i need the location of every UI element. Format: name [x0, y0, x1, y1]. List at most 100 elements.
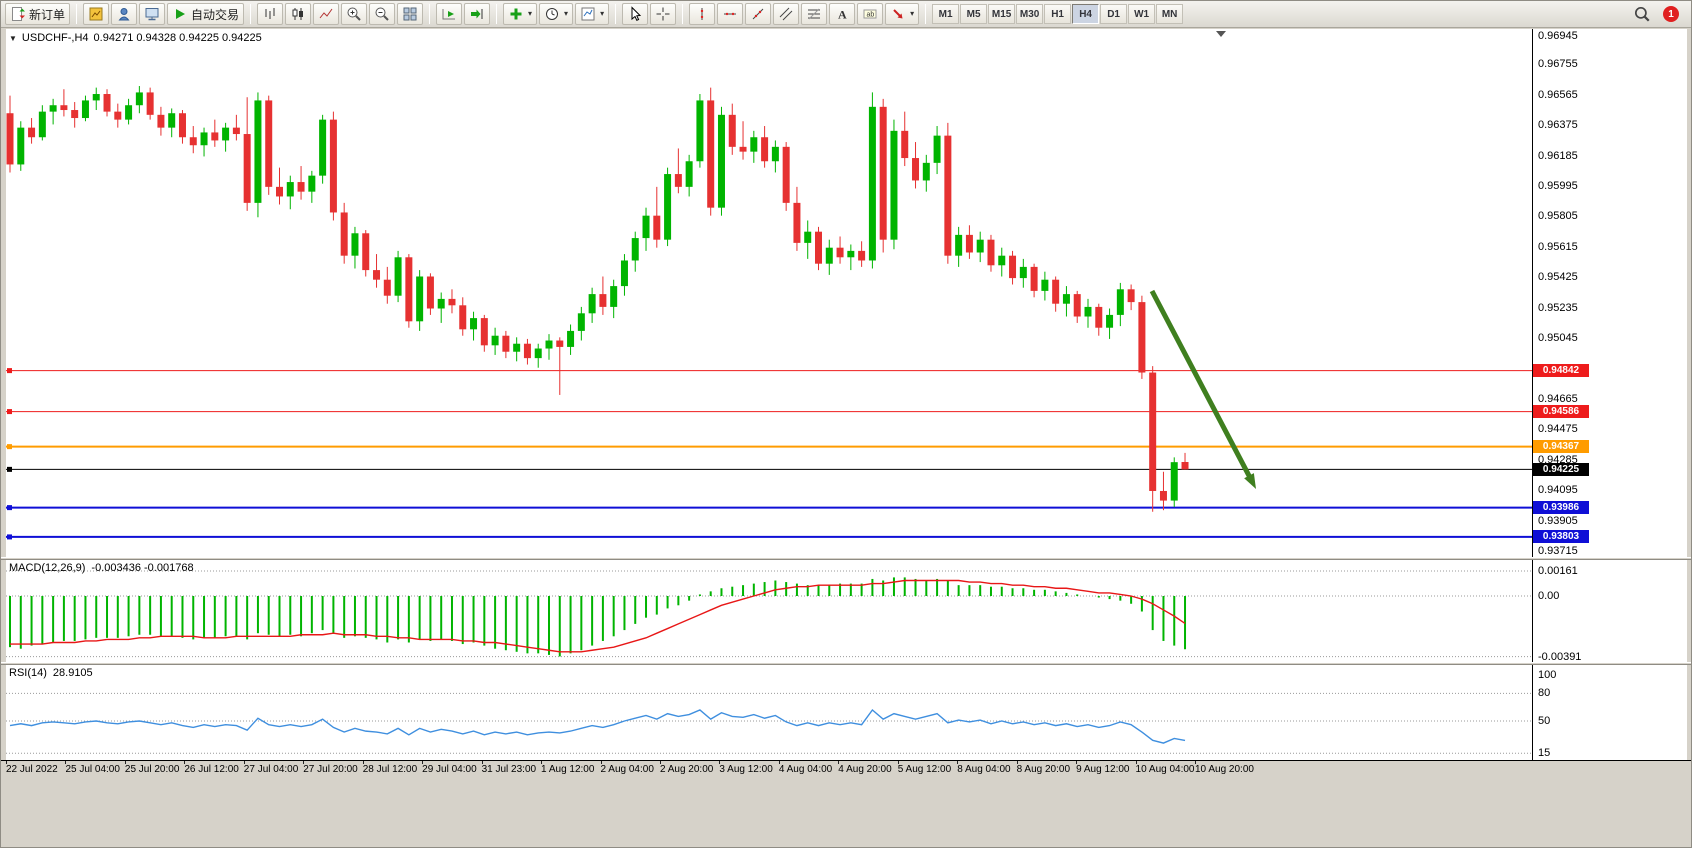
macd-panel[interactable] — [6, 560, 1532, 662]
terminal-button[interactable] — [139, 3, 166, 25]
time-axis-tick — [184, 761, 186, 764]
time-axis-tick — [957, 761, 959, 764]
candlestick-mode-button[interactable] — [285, 3, 312, 25]
timeframe-m5[interactable]: M5 — [960, 4, 988, 24]
hline-tool-button[interactable] — [717, 3, 744, 25]
line-chart-mode-button[interactable] — [313, 3, 340, 25]
chart-shift-marker[interactable] — [1216, 31, 1226, 37]
rsi-value: 28.9105 — [52, 667, 93, 679]
time-axis-tick — [65, 761, 67, 764]
text-tool-button[interactable]: A — [829, 3, 856, 25]
time-axis-tick — [303, 761, 305, 764]
timeframe-h1[interactable]: H1 — [1044, 4, 1072, 24]
time-axis-tick — [1016, 761, 1018, 764]
timeframe-m30[interactable]: M30 — [1016, 4, 1044, 24]
toolbar-separator — [925, 4, 927, 24]
timeframe-group: M1 M5 M15 M30 H1 H4 D1 W1 MN — [932, 4, 1184, 24]
text-label-icon: ab — [863, 9, 877, 19]
timeframe-m1[interactable]: M1 — [932, 4, 960, 24]
price-tag: 0.94367 — [1533, 440, 1589, 454]
macd-header: MACD(12,26,9) -0.003436 -0.001768 — [9, 562, 194, 574]
time-axis-tick — [362, 761, 364, 764]
navigator-button[interactable] — [111, 3, 138, 25]
line-handle[interactable] — [7, 466, 12, 472]
time-axis-tick — [124, 761, 126, 764]
macd-axis-label: -0.00391 — [1538, 650, 1582, 663]
auto-scroll-button[interactable] — [436, 3, 463, 25]
time-axis-label: 2 Aug 04:00 — [600, 764, 654, 775]
price-axis-label: 0.96565 — [1538, 88, 1578, 101]
line-handle[interactable] — [7, 409, 12, 415]
time-axis-tick — [243, 761, 245, 764]
time-axis-label: 8 Aug 20:00 — [1016, 764, 1071, 775]
rsi-panel[interactable] — [6, 665, 1532, 760]
cursor-tool-button[interactable] — [622, 3, 649, 25]
main-chart[interactable] — [6, 29, 1532, 557]
zoom-out-icon — [375, 7, 389, 21]
time-axis-label: 26 Jul 12:00 — [184, 764, 239, 775]
crosshair-tool-button[interactable] — [650, 3, 677, 25]
price-axis-label: 0.96185 — [1538, 149, 1578, 162]
toolbar: 新订单 自动交易 ▾ ▾ ▾ A ab ▾ — [1, 1, 1691, 28]
price-axis-label: 0.95425 — [1538, 271, 1578, 284]
time-axis-tick — [481, 761, 483, 764]
panel-splitter[interactable] — [1, 662, 1691, 665]
text-icon: A — [838, 8, 847, 22]
price-axis[interactable] — [1533, 29, 1687, 760]
chart-menu-icon[interactable]: ▼ — [9, 33, 17, 43]
time-axis-label: 27 Jul 20:00 — [303, 764, 358, 775]
candles — [6, 86, 1189, 512]
price-axis-label: 0.94095 — [1538, 484, 1578, 497]
price-tag: 0.93803 — [1533, 530, 1589, 544]
macd-name: MACD(12,26,9) — [9, 562, 86, 574]
timeframe-d1[interactable]: D1 — [1100, 4, 1128, 24]
zoom-out-button[interactable] — [369, 3, 396, 25]
chart-shift-icon — [471, 9, 483, 19]
time-axis-label: 2 Aug 20:00 — [659, 764, 714, 775]
bar-chart-mode-button[interactable] — [257, 3, 284, 25]
time-axis-label: 22 Jul 2022 — [6, 764, 58, 775]
macd-axis-label: 0.00 — [1538, 590, 1560, 602]
autotrading-button[interactable]: 自动交易 — [167, 3, 245, 25]
chart-shift-button[interactable] — [464, 3, 491, 25]
line-handle[interactable] — [7, 534, 12, 540]
trend-arrow[interactable] — [1149, 289, 1255, 483]
arrows-tool-button[interactable]: ▾ — [885, 3, 920, 25]
zoom-in-icon — [347, 7, 361, 21]
time-axis-label: 28 Jul 12:00 — [362, 764, 418, 775]
time-axis-label: 29 Jul 04:00 — [422, 764, 477, 775]
indicators-button[interactable]: ▾ — [503, 3, 538, 25]
toolbar-right-group: 1 — [1633, 5, 1689, 23]
line-handle[interactable] — [7, 444, 12, 450]
trend-arrow-head[interactable] — [1244, 473, 1256, 489]
line-handle[interactable] — [7, 505, 12, 511]
time-axis-label: 25 Jul 04:00 — [65, 764, 120, 775]
dropdown-caret-icon: ▾ — [528, 9, 533, 18]
templates-button[interactable]: ▾ — [575, 3, 610, 25]
time-axis-label: 10 Aug 04:00 — [1135, 764, 1195, 775]
chart-ohlc-values: 0.94271 0.94328 0.94225 0.94225 — [93, 32, 262, 44]
fibonacci-tool-button[interactable] — [801, 3, 828, 25]
macd-axis-label: 0.00161 — [1538, 565, 1578, 578]
zoom-in-button[interactable] — [341, 3, 368, 25]
panel-splitter[interactable] — [1, 557, 1691, 560]
toolbar-separator — [682, 4, 684, 24]
timeframe-h4[interactable]: H4 — [1072, 4, 1100, 24]
search-icon[interactable] — [1633, 5, 1651, 23]
trendline-tool-button[interactable] — [745, 3, 772, 25]
time-axis-tick — [422, 761, 424, 764]
line-handle[interactable] — [7, 368, 12, 374]
vline-tool-button[interactable] — [689, 3, 716, 25]
periods-button[interactable]: ▾ — [539, 3, 574, 25]
timeframe-w1[interactable]: W1 — [1128, 4, 1156, 24]
new-order-button[interactable]: 新订单 — [5, 3, 71, 25]
price-tag: 0.94225 — [1533, 462, 1589, 476]
rsi-axis-label: 50 — [1538, 715, 1551, 727]
tile-windows-button[interactable] — [397, 3, 424, 25]
text-label-tool-button[interactable]: ab — [857, 3, 884, 25]
notification-badge[interactable]: 1 — [1663, 6, 1679, 22]
timeframe-mn[interactable]: MN — [1156, 4, 1184, 24]
market-watch-button[interactable] — [83, 3, 110, 25]
channel-tool-button[interactable] — [773, 3, 800, 25]
timeframe-m15[interactable]: M15 — [988, 4, 1016, 24]
